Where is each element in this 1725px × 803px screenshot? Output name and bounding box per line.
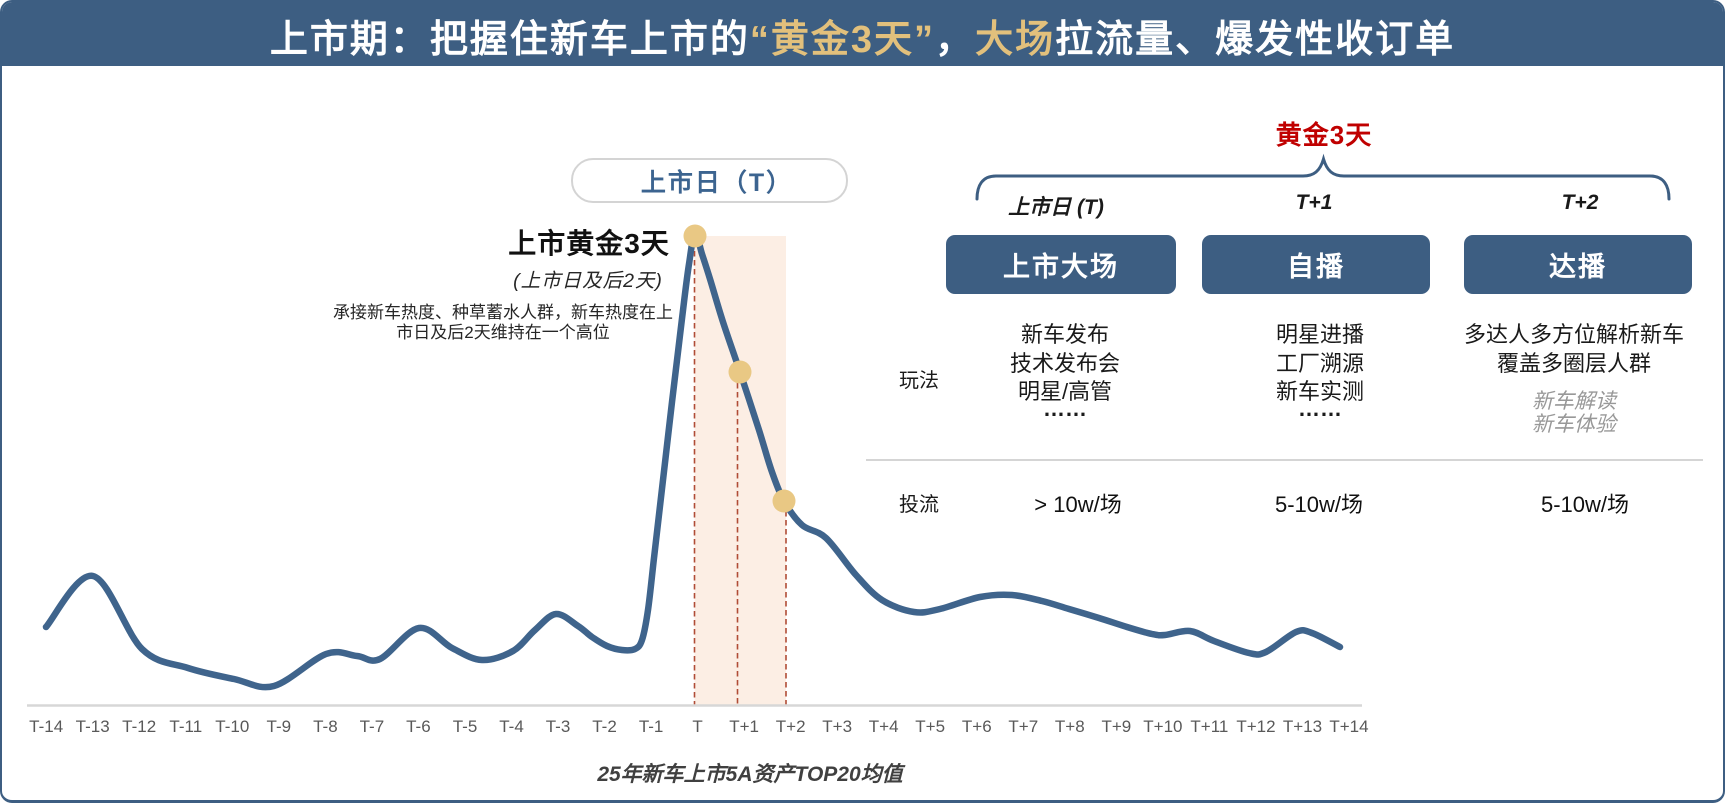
svg-text:T+5: T+5 [915,717,945,736]
svg-text:T+4: T+4 [869,717,899,736]
svg-text:T-13: T-13 [76,717,110,736]
svg-text:T-2: T-2 [592,717,617,736]
svg-text:T+3: T+3 [822,717,852,736]
svg-text:T-12: T-12 [122,717,156,736]
svg-text:T+6: T+6 [962,717,992,736]
svg-text:T+8: T+8 [1055,717,1085,736]
svg-text:T+13: T+13 [1283,717,1322,736]
svg-text:T-8: T-8 [313,717,338,736]
svg-text:T+12: T+12 [1236,717,1275,736]
svg-text:T-7: T-7 [360,717,385,736]
svg-text:T-6: T-6 [406,717,431,736]
svg-text:T-10: T-10 [215,717,249,736]
svg-text:T+2: T+2 [776,717,806,736]
svg-text:T: T [692,717,702,736]
svg-text:T+1: T+1 [729,717,759,736]
svg-text:T-1: T-1 [639,717,664,736]
svg-text:T+9: T+9 [1102,717,1132,736]
svg-text:T-3: T-3 [546,717,571,736]
svg-text:T-14: T-14 [29,717,63,736]
svg-text:T-11: T-11 [169,717,202,736]
svg-text:T+7: T+7 [1008,717,1038,736]
svg-text:T+14: T+14 [1329,717,1368,736]
svg-text:T+11: T+11 [1190,717,1228,736]
svg-text:T-9: T-9 [267,717,292,736]
svg-text:T-5: T-5 [453,717,478,736]
svg-text:T+10: T+10 [1143,717,1182,736]
svg-text:T-4: T-4 [499,717,524,736]
